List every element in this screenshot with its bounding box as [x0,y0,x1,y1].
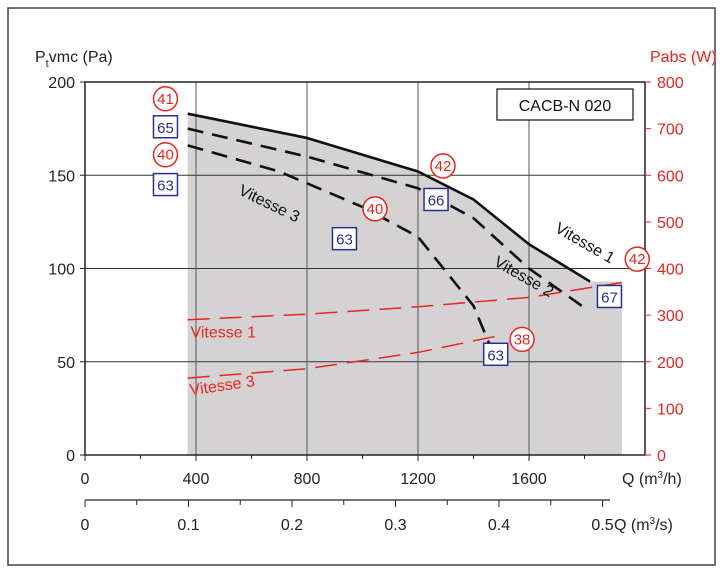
pressure-curve-vitesse-3 [187,144,495,353]
power-curve-vitesse-3 [187,334,502,379]
model-label-frame [496,88,634,121]
marker-circle [430,153,456,179]
x2-axis-tick-label: 0.3 [384,517,406,534]
power-curve-vitesse-1 [187,281,623,321]
marker-circle [152,86,179,112]
marker-value: 40 [157,147,174,164]
marker-circle [509,326,535,353]
left-axis-tick-label: 100 [48,262,75,279]
acoustic-power-marker: 40 [152,141,179,168]
marker-value: 40 [367,201,384,218]
sound-level-marker: 66 [423,187,449,212]
marker-value: 63 [336,232,353,249]
right-axis-tick-label: 500 [657,215,684,232]
left-axis-tick-label: 200 [48,75,75,92]
left-axis-tick-label: 50 [57,355,75,372]
x-axis-tick-label: 400 [183,471,210,488]
pressure-curve-vitesse-1 [187,112,591,283]
right-axis-tick-label: 200 [657,355,684,372]
marker-square [482,342,509,367]
marker-square [423,187,449,212]
x2-axis-tick-label: 0.5 [591,517,613,534]
marker-square [152,172,179,197]
sound-level-marker: 65 [152,115,179,139]
marker-value: 38 [514,331,531,348]
marker-value: 42 [435,158,452,175]
marker-square [596,284,623,309]
sound-level-marker: 63 [482,342,509,367]
acoustic-power-marker: 42 [430,153,456,179]
right-axis-tick-label: 300 [657,308,684,325]
acoustic-power-marker: 40 [362,196,388,222]
acoustic-power-marker: 38 [509,326,535,353]
sound-level-marker: 63 [331,226,358,251]
x2-axis-tick-label: 0.2 [281,517,303,534]
marker-value: 42 [629,251,646,268]
marker-circle [624,246,650,272]
marker-value: 63 [157,178,174,195]
x-axis-tick-label: 1600 [511,471,547,488]
marker-circle [362,196,388,222]
model-label-text: CACB-N 020 [519,98,612,115]
marker-value: 67 [601,289,618,306]
right-axis-tick-label: 700 [657,122,684,139]
model-label-box: CACB-N 020 [496,88,634,121]
pressure-curve-vitesse-2 [187,127,583,307]
left-axis-tick-label: 150 [48,168,75,185]
marker-value: 65 [157,120,174,137]
x-axis-tick-label: 0 [81,471,90,488]
right-axis-title: Pabs (W) [650,49,717,66]
acoustic-power-marker: 41 [152,86,179,112]
right-axis-tick-label: 100 [657,401,684,418]
acoustic-power-marker: 42 [624,246,650,272]
right-axis-tick-label: 400 [657,262,684,279]
x-axis-tick-label: 800 [294,471,321,488]
x-axis-title-flow-m3s: Q (m3/s) [614,516,673,534]
marker-value: 66 [428,192,445,209]
marker-circle [152,141,179,168]
marker-value: 63 [487,347,504,364]
x2-axis-tick-label: 0 [81,517,90,534]
sound-level-marker: 63 [152,172,179,197]
sound-level-marker: 67 [596,284,623,309]
marker-value: 41 [157,91,174,108]
left-axis-tick-label: 0 [66,448,75,465]
right-axis-tick-label: 800 [657,75,684,92]
left-axis-title: Ptvmc (Pa) [35,49,113,70]
x-axis-title-flow-m3h: Q (m3/h) [622,470,682,488]
marker-square [152,115,179,139]
series-label-text: Vitesse 1 [190,325,256,342]
marker-square [331,226,358,251]
x2-axis-tick-label: 0.1 [177,517,199,534]
right-axis-tick-label: 600 [657,168,684,185]
x-axis-tick-label: 1200 [400,471,436,488]
x2-axis-tick-label: 0.4 [488,517,510,534]
right-axis-tick-label: 0 [657,448,666,465]
